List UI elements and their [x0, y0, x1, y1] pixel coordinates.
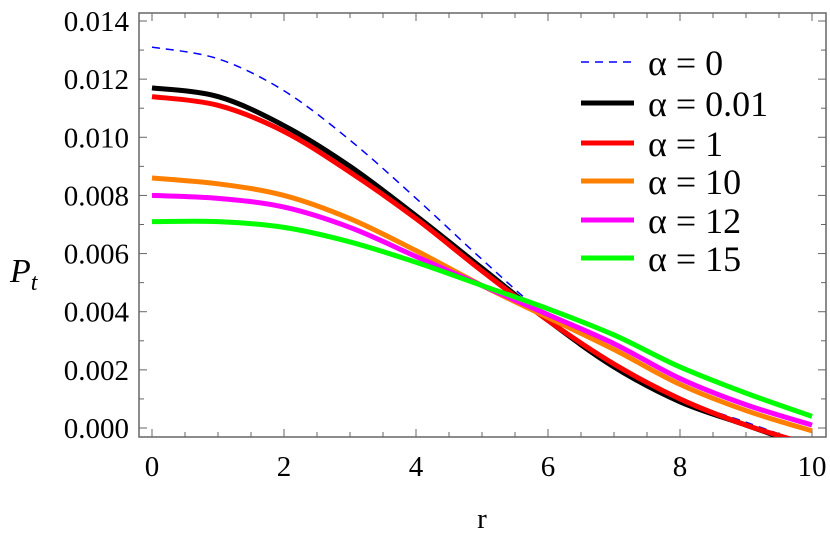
y-tick-label: 0.012: [64, 64, 129, 96]
y-axis-label: Pt: [9, 253, 39, 296]
legend-label: α = 0: [648, 43, 723, 83]
y-tick-label: 0.010: [64, 122, 129, 154]
legend-label: α = 12: [648, 201, 741, 241]
y-tick-label: 0.002: [64, 355, 129, 387]
x-tick-label: 2: [277, 451, 292, 483]
x-tick-label: 0: [145, 451, 160, 483]
x-tick-label: 8: [673, 451, 688, 483]
legend-label: α = 0.01: [648, 84, 768, 124]
series-line-2: [151, 94, 793, 437]
y-tick-label: 0.006: [64, 239, 129, 271]
series-line-5: [151, 218, 813, 419]
x-tick-label: 6: [541, 451, 556, 483]
x-axis-label: r: [477, 503, 487, 535]
legend-label: α = 1: [648, 124, 723, 164]
x-tick-label: 4: [409, 451, 424, 483]
legend-label: α = 15: [648, 239, 741, 279]
x-tick-label: 10: [798, 451, 827, 483]
y-tick-label: 0.014: [64, 6, 130, 38]
legend-label: α = 10: [648, 162, 741, 202]
y-tick-label: 0.008: [64, 180, 129, 212]
y-tick-label: 0.000: [64, 413, 129, 445]
y-tick-label: 0.004: [64, 297, 130, 329]
